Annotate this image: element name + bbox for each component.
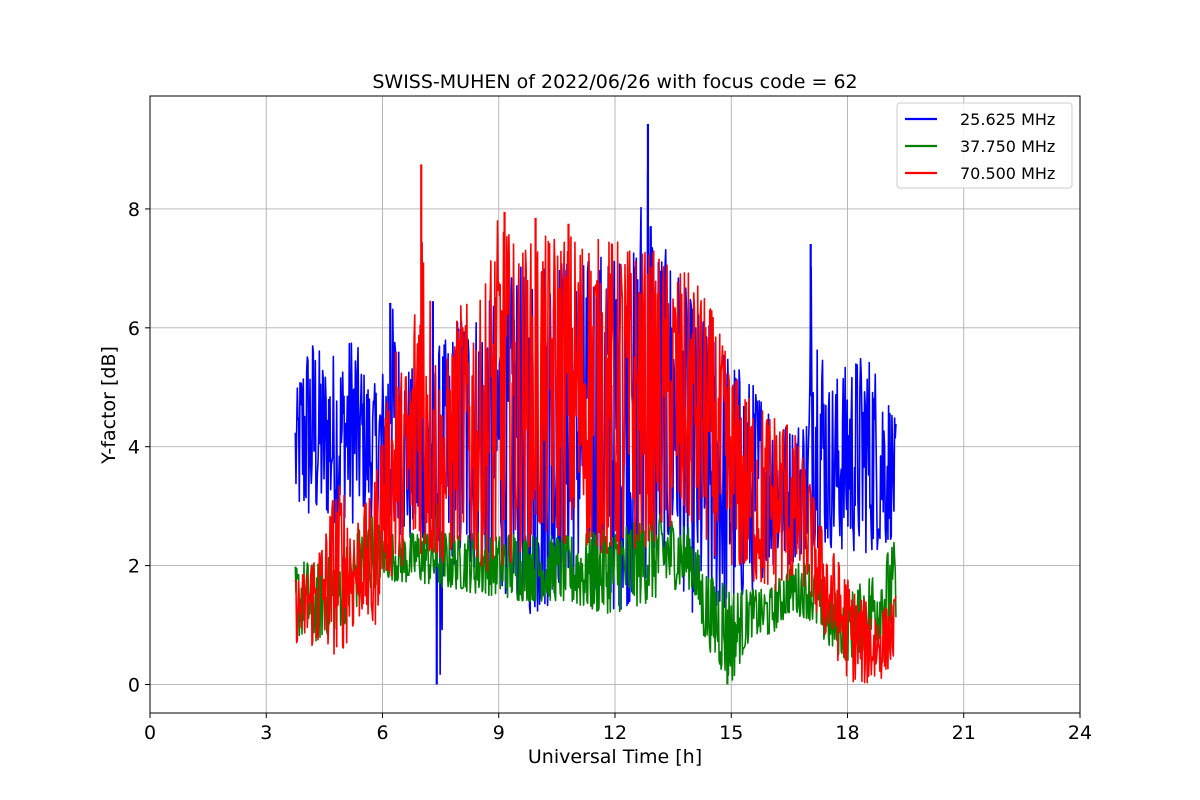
x-tick-label: 21	[952, 722, 976, 744]
y-tick-label: 0	[128, 674, 140, 696]
x-tick-label: 9	[493, 722, 505, 744]
y-tick-label: 2	[128, 556, 140, 578]
y-tick-label: 4	[128, 437, 140, 459]
series-trace	[294, 220, 897, 684]
x-tick-label: 12	[603, 722, 627, 744]
x-tick-label: 18	[835, 722, 859, 744]
legend-label: 70.500 MHz	[960, 164, 1055, 183]
x-tick-label: 3	[260, 722, 272, 744]
x-axis-ticks: 0 3 6 9 12 15 18 21 24	[144, 713, 1092, 744]
x-axis-label: Universal Time [h]	[528, 746, 702, 768]
legend: 25.625 MHz 37.750 MHz 70.500 MHz	[896, 102, 1073, 189]
y-tick-label: 8	[128, 199, 140, 221]
y-axis-label: Y-factor [dB]	[98, 346, 120, 465]
series-70-500-mhz	[294, 164, 897, 684]
x-tick-label: 24	[1068, 722, 1092, 744]
x-tick-label: 6	[376, 722, 388, 744]
y-axis-ticks: 0 2 4 6 8	[128, 199, 150, 696]
legend-label: 25.625 MHz	[960, 110, 1055, 129]
series-trace	[294, 511, 897, 681]
series-layer	[294, 123, 897, 685]
y-tick-label: 6	[128, 318, 140, 340]
x-tick-label: 0	[144, 722, 156, 744]
legend-label: 37.750 MHz	[960, 137, 1055, 156]
legend-box	[896, 102, 1073, 189]
x-tick-label: 15	[719, 722, 743, 744]
chart-title: SWISS-MUHEN of 2022/06/26 with focus cod…	[372, 71, 857, 93]
